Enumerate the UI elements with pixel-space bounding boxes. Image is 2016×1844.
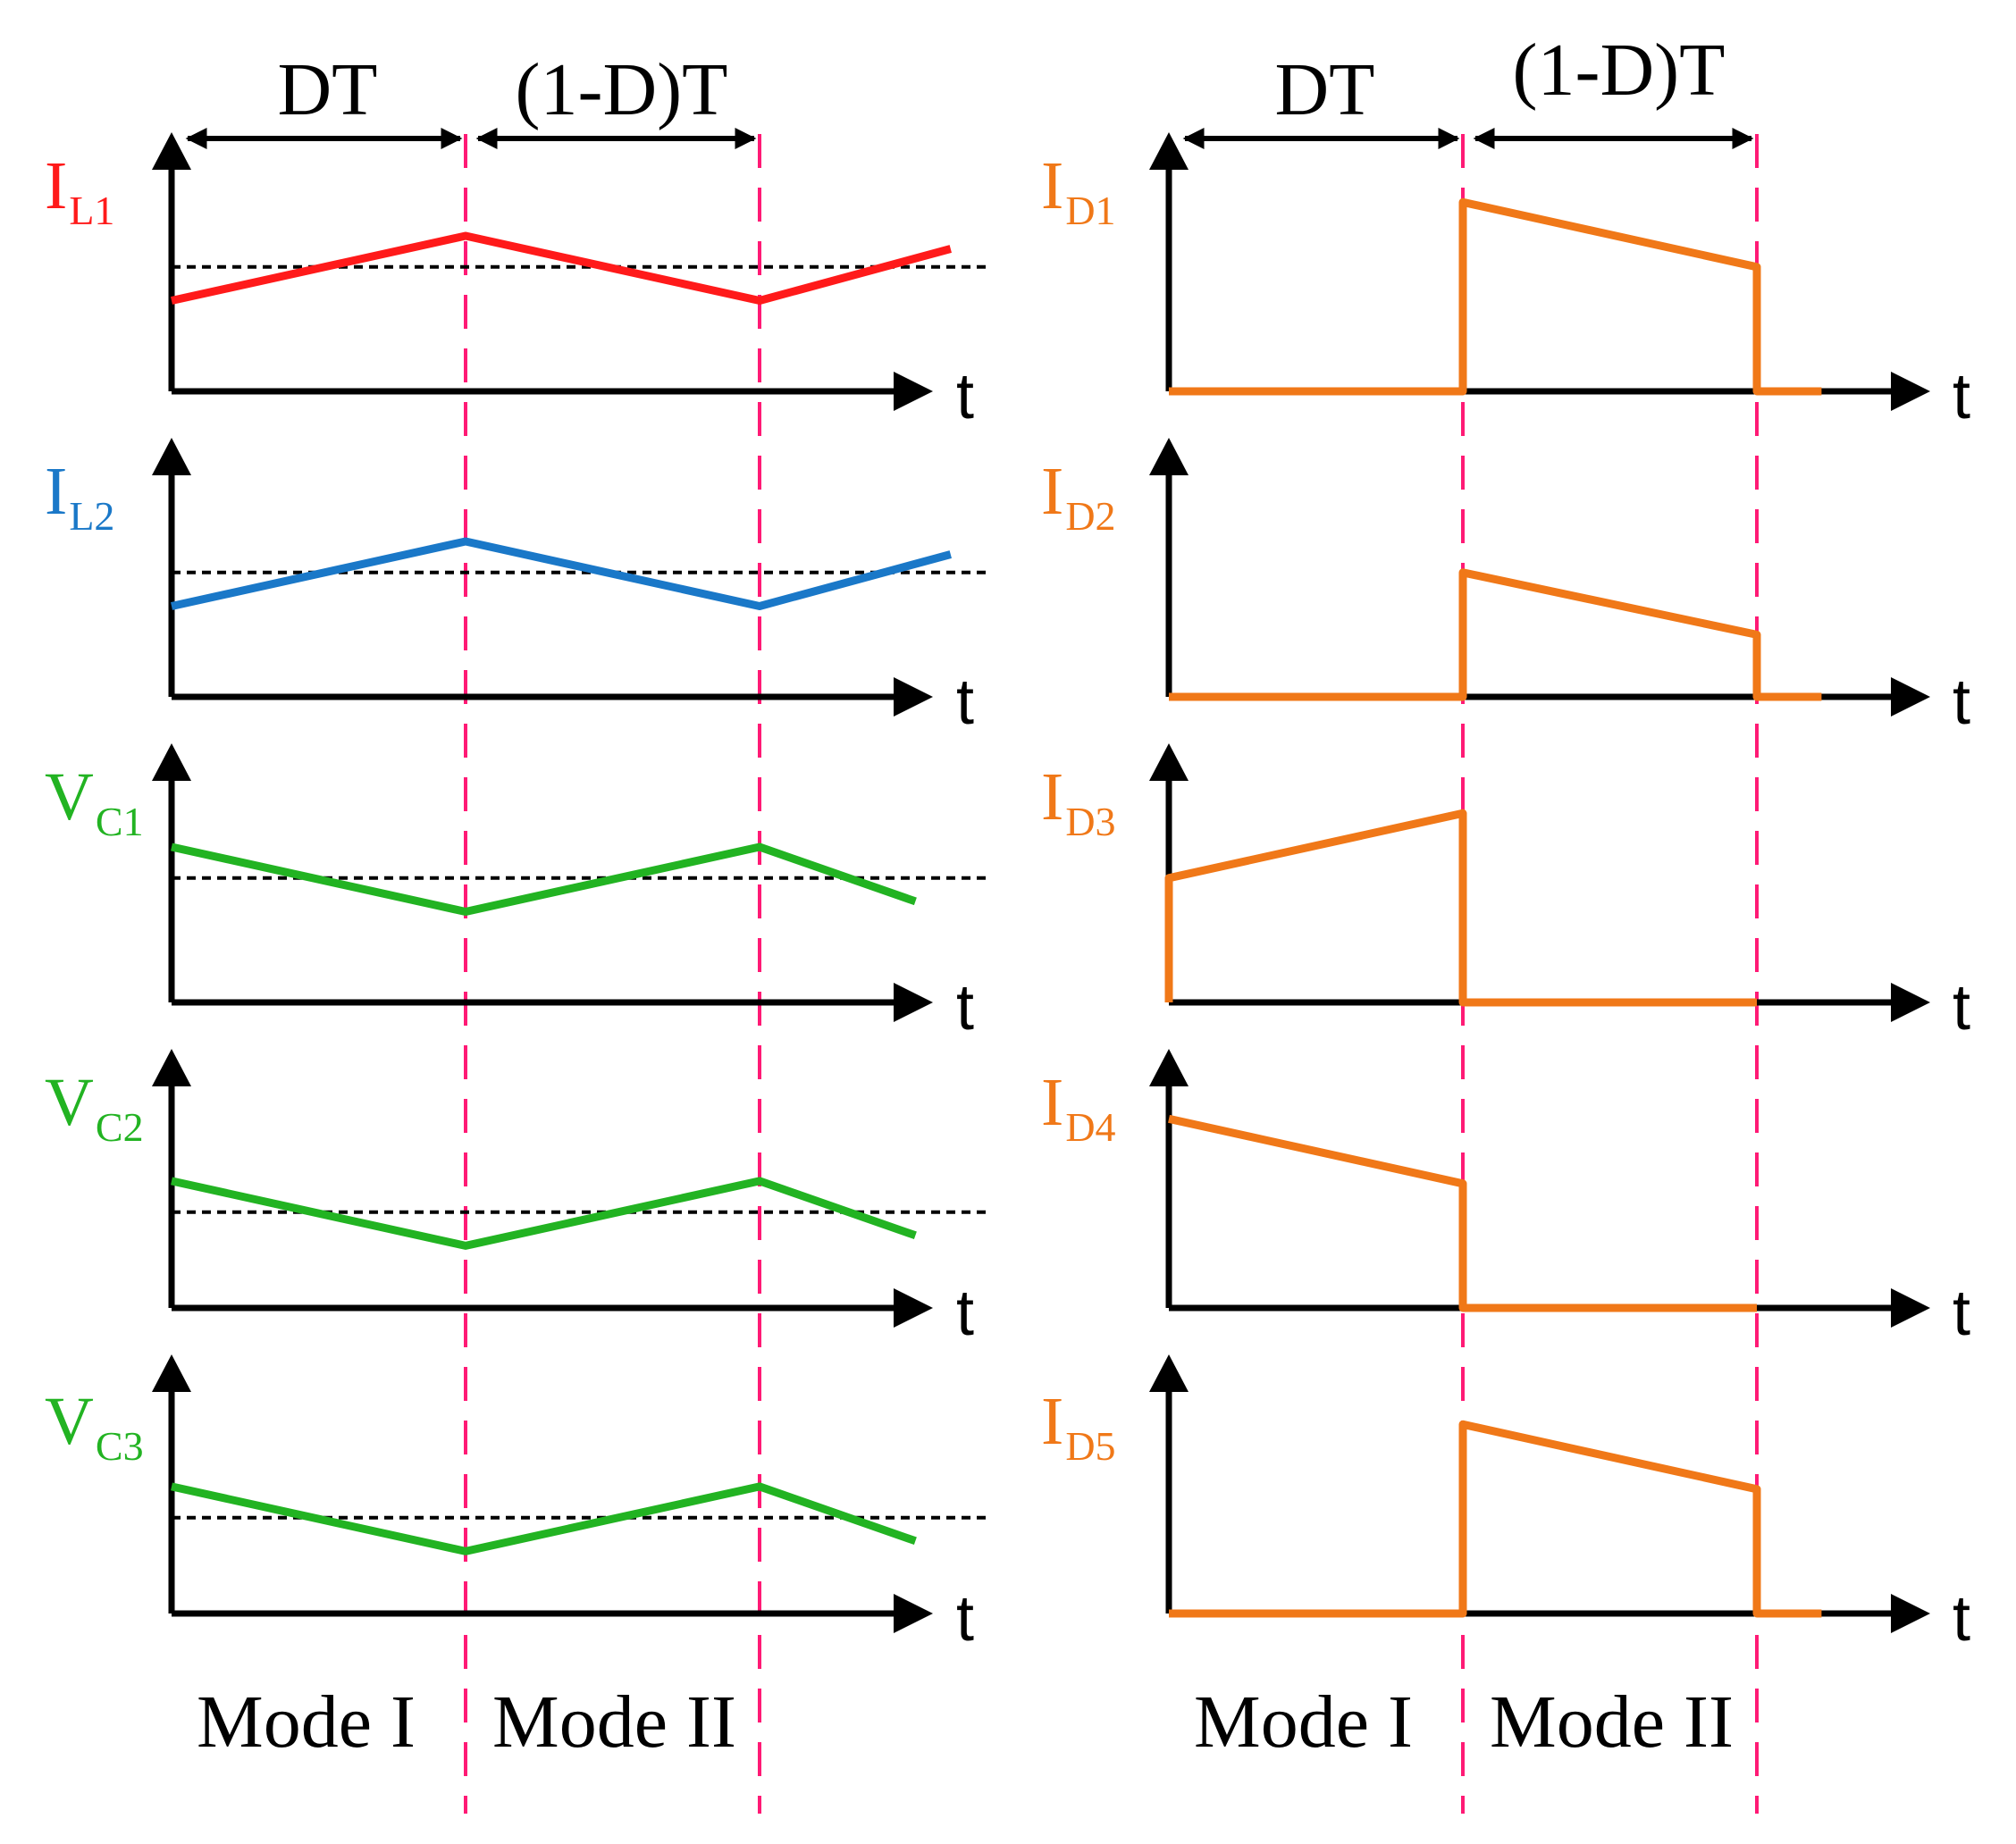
time-axis-label: t	[956, 1278, 974, 1349]
time-axis-label: t	[956, 361, 974, 432]
time-axis-label: t	[1953, 1278, 1970, 1349]
y-axis-arrowhead	[152, 1049, 191, 1086]
y-axis-arrowhead	[1149, 438, 1189, 475]
waveform-panel-vc3: t VC3	[45, 1354, 987, 1655]
waveform-trace	[171, 842, 917, 916]
y-axis-arrowhead	[152, 1354, 191, 1392]
mode-label-one: Mode I	[1194, 1681, 1413, 1764]
waveform-label: ID2	[1041, 454, 1116, 539]
mode-label-two: Mode II	[492, 1681, 736, 1764]
y-axis-arrowhead	[152, 743, 191, 781]
mode-label-two: Mode II	[1490, 1681, 1734, 1764]
y-axis-arrowhead	[1149, 1049, 1189, 1086]
time-axis-arrowhead	[894, 372, 933, 411]
waveform-label: VC2	[45, 1065, 144, 1150]
waveform-trace	[171, 1177, 917, 1250]
waveform-label: ID4	[1041, 1065, 1116, 1150]
time-axis-arrowhead	[894, 677, 933, 717]
waveform-panel-id3: t ID3	[1041, 743, 1970, 1044]
y-axis-arrowhead	[1149, 132, 1189, 170]
waveform-panel-il2: t IL2	[45, 438, 987, 738]
time-axis-arrowhead	[1891, 372, 1930, 411]
waveform-label: ID5	[1041, 1384, 1116, 1469]
waveform-trace	[171, 231, 952, 305]
waveform-label: VC1	[45, 759, 144, 844]
waveform-trace	[1169, 1420, 1822, 1618]
interval-label-one-minus-d: (1-D)T	[516, 48, 728, 131]
waveform-panel-vc1: t VC1	[45, 743, 987, 1044]
time-axis-arrowhead	[1891, 983, 1930, 1022]
waveform-panel-id4: t ID4	[1041, 1049, 1970, 1349]
mode-label-one: Mode I	[197, 1681, 416, 1764]
y-axis-arrowhead	[1149, 743, 1189, 781]
waveform-panel-id2: t ID2	[1041, 438, 1970, 738]
waveform-label: IL1	[45, 148, 114, 233]
waveform-trace	[1169, 568, 1822, 701]
waveform-panel-id5: t ID5	[1041, 1354, 1970, 1655]
waveform-label: VC3	[45, 1384, 144, 1469]
time-axis-label: t	[1953, 972, 1970, 1044]
time-axis-label: t	[1953, 1583, 1970, 1655]
time-axis-arrowhead	[894, 1288, 933, 1328]
waveform-panels: t IL1 t IL2 t VC1 t VC2 t VC3 t ID1 t ID2 t ID3 t ID4 t ID5	[45, 132, 1970, 1655]
time-axis-label: t	[956, 972, 974, 1044]
interval-label-one-minus-d: (1-D)T	[1513, 29, 1726, 112]
y-axis-arrowhead	[152, 132, 191, 170]
waveform-label: IL2	[45, 454, 114, 539]
waveform-label: ID1	[1041, 148, 1116, 233]
waveform-trace	[1169, 197, 1822, 396]
y-axis-arrowhead	[152, 438, 191, 475]
mode-boundary-lines	[464, 134, 1759, 1814]
waveform-panel-il1: t IL1	[45, 132, 987, 432]
waveform-label: ID3	[1041, 759, 1116, 844]
y-axis-arrowhead	[1149, 1354, 1189, 1392]
time-axis-arrowhead	[1891, 677, 1930, 717]
time-axis-arrowhead	[1891, 1288, 1930, 1328]
interval-headers: DT (1-D)T DT (1-D)T	[185, 29, 1754, 149]
interval-label-dt: DT	[1275, 48, 1375, 131]
waveform-trace	[171, 1482, 917, 1555]
waveform-panel-id1: t ID1	[1041, 132, 1970, 432]
time-axis-label: t	[1953, 666, 1970, 738]
mode-labels: Mode I Mode II Mode I Mode II	[197, 1681, 1734, 1764]
time-axis-arrowhead	[1891, 1594, 1930, 1633]
waveform-trace	[171, 537, 952, 610]
time-axis-label: t	[956, 666, 974, 738]
time-axis-label: t	[1953, 361, 1970, 432]
time-axis-label: t	[956, 1583, 974, 1655]
waveform-trace	[1168, 1114, 1757, 1312]
time-axis-arrowhead	[894, 983, 933, 1022]
interval-label-dt: DT	[278, 48, 378, 131]
waveform-panel-vc2: t VC2	[45, 1049, 987, 1349]
waveform-trace	[1164, 809, 1757, 1007]
time-axis-arrowhead	[894, 1594, 933, 1633]
